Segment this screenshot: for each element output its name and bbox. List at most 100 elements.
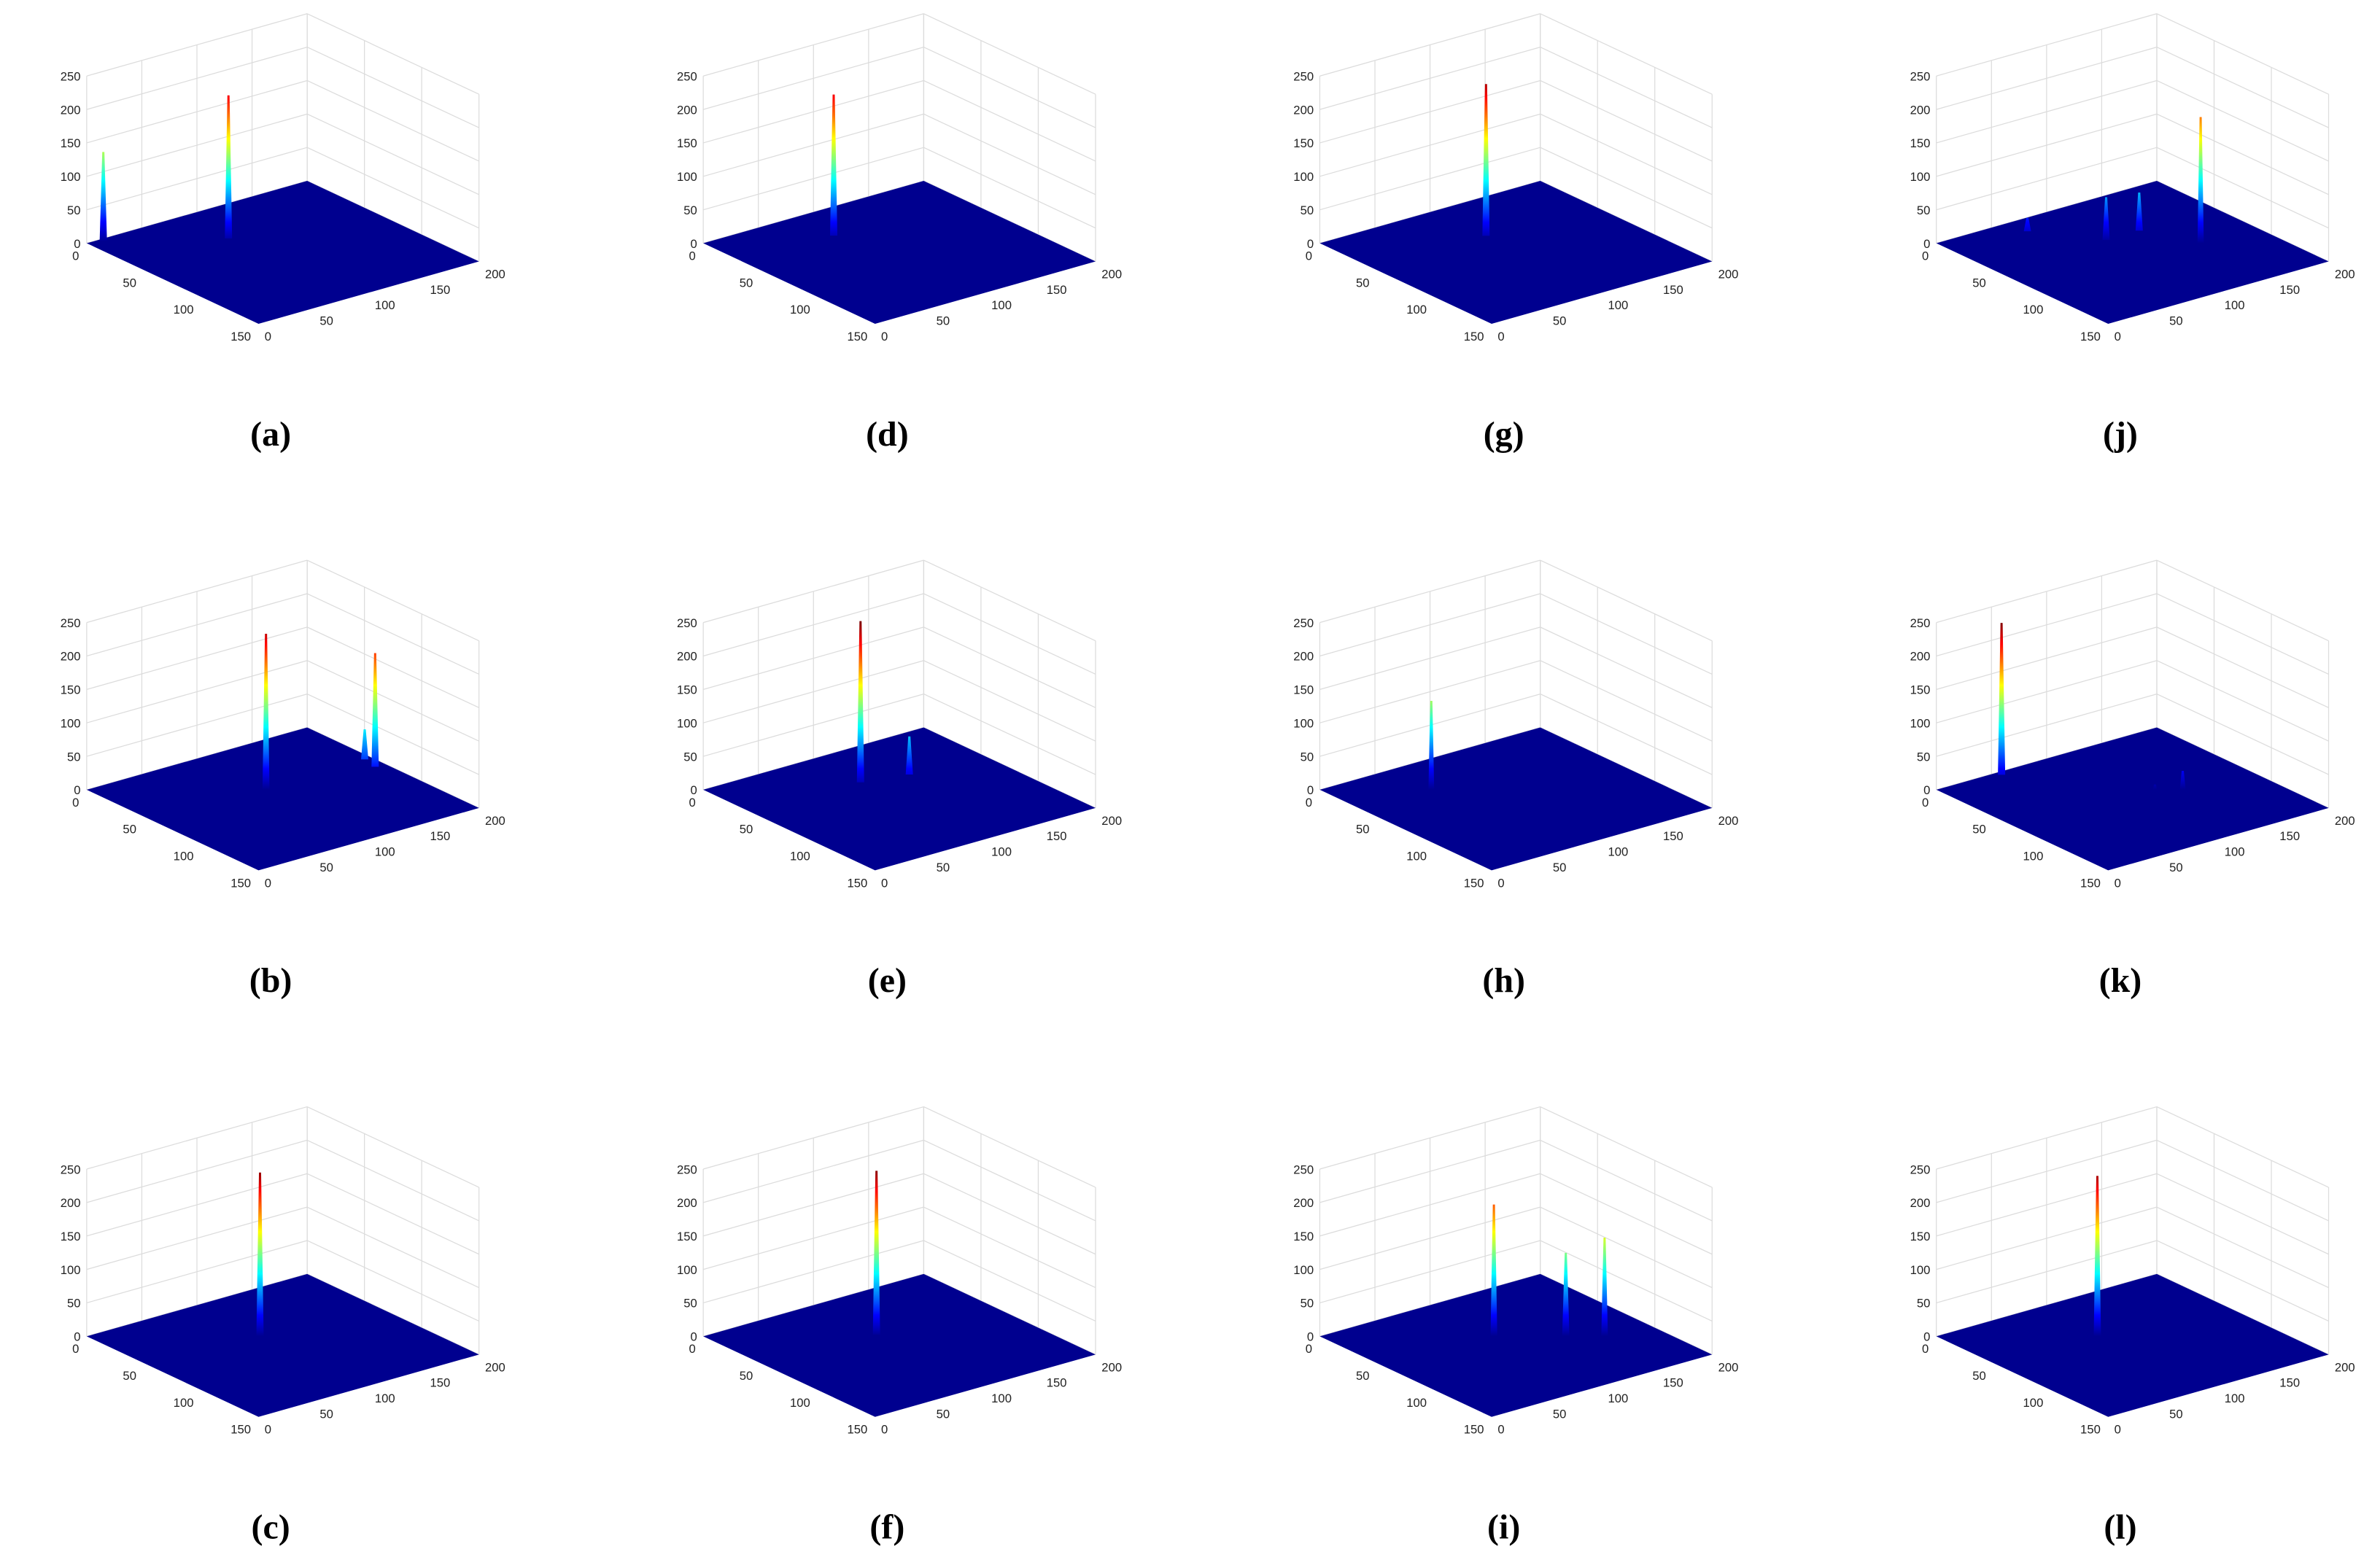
panel-caption: (b) bbox=[249, 961, 292, 1000]
z-tick-label: 100 bbox=[677, 1263, 697, 1277]
y-tick-label: 150 bbox=[1663, 283, 1683, 297]
z-grid-line bbox=[306, 147, 479, 229]
peak bbox=[2164, 1336, 2172, 1382]
y-tick-label: 150 bbox=[430, 1376, 450, 1390]
z-tick-label: 50 bbox=[1301, 750, 1314, 764]
y-tick-label: 100 bbox=[991, 1392, 1012, 1405]
z-tick-label: 250 bbox=[61, 1163, 81, 1176]
z-tick-label: 50 bbox=[683, 1297, 697, 1311]
x-tick-label: 50 bbox=[740, 823, 753, 837]
x-tick-label: 150 bbox=[847, 1423, 867, 1437]
z-tick-label: 100 bbox=[61, 716, 81, 730]
panel-caption: (c) bbox=[251, 1508, 290, 1547]
panel-caption: (i) bbox=[1487, 1508, 1520, 1547]
z-tick-label: 0 bbox=[74, 783, 80, 797]
z-tick-label: 100 bbox=[1293, 1263, 1314, 1277]
peak bbox=[371, 653, 379, 767]
y-tick-label: 50 bbox=[319, 314, 333, 328]
y-tick-label: 0 bbox=[1497, 1423, 1504, 1437]
y-tick-label: 0 bbox=[1497, 876, 1504, 890]
z-tick-label: 200 bbox=[1910, 1196, 1931, 1210]
peak bbox=[829, 94, 837, 236]
peak bbox=[1600, 1238, 1608, 1351]
y-tick-label: 100 bbox=[2225, 1392, 2245, 1405]
panel-caption: (l) bbox=[2104, 1508, 2136, 1547]
y-tick-label: 150 bbox=[1663, 1376, 1683, 1390]
z-grid-line bbox=[2156, 47, 2329, 128]
surface-floor bbox=[703, 727, 1096, 871]
z-grid-line bbox=[1540, 559, 1713, 642]
z-tick-label: 200 bbox=[1910, 650, 1931, 664]
z-tick-label: 0 bbox=[1307, 1330, 1314, 1344]
surface-plot: 0 50 100 150 200 250 0 50 100 150 200 0 50 100 150 (k) bbox=[1910, 559, 2355, 1000]
y-tick-label: 50 bbox=[319, 1407, 333, 1421]
z-tick-label: 100 bbox=[1293, 716, 1314, 730]
x-tick-label: 150 bbox=[847, 876, 867, 890]
z-tick-label: 250 bbox=[677, 1163, 697, 1176]
z-tick-label: 100 bbox=[61, 1263, 81, 1277]
z-grid-line bbox=[306, 47, 479, 128]
z-grid-line bbox=[923, 1240, 1096, 1322]
x-tick-label: 100 bbox=[790, 303, 810, 317]
peak bbox=[361, 729, 369, 760]
y-tick-label: 0 bbox=[881, 1423, 888, 1437]
x-tick-label: 0 bbox=[72, 796, 79, 810]
peak bbox=[1562, 1252, 1570, 1337]
z-grid-line bbox=[306, 79, 479, 162]
peak bbox=[2093, 1176, 2101, 1337]
z-tick-label: 0 bbox=[1923, 1330, 1930, 1344]
y-tick-label: 200 bbox=[2335, 267, 2355, 281]
z-grid-line bbox=[1540, 694, 1713, 775]
x-tick-label: 0 bbox=[689, 249, 695, 263]
surface-floor bbox=[86, 1273, 479, 1417]
y-tick-label: 100 bbox=[991, 298, 1012, 312]
surface-plot: 0 50 100 150 200 250 0 50 100 150 200 0 50 100 150 (h) bbox=[1293, 559, 1739, 1000]
panel-caption: (f) bbox=[869, 1508, 904, 1547]
z-grid-line bbox=[923, 147, 1096, 229]
y-tick-label: 0 bbox=[881, 330, 888, 344]
y-tick-label: 200 bbox=[2335, 1360, 2355, 1374]
z-grid-line bbox=[1540, 660, 1713, 742]
z-tick-label: 200 bbox=[677, 103, 697, 117]
surface-floor bbox=[86, 181, 479, 325]
z-tick-label: 250 bbox=[61, 616, 81, 630]
x-tick-label: 100 bbox=[1406, 1396, 1427, 1410]
peak bbox=[905, 736, 913, 775]
x-tick-label: 150 bbox=[2080, 1423, 2101, 1437]
z-grid-line bbox=[306, 113, 479, 195]
z-grid-line bbox=[2156, 13, 2329, 95]
x-tick-label: 100 bbox=[790, 850, 810, 863]
z-tick-label: 100 bbox=[1910, 716, 1931, 730]
peak bbox=[225, 95, 233, 238]
z-tick-label: 150 bbox=[61, 1230, 81, 1243]
z-grid-line bbox=[1540, 1106, 1713, 1188]
z-grid-line bbox=[2156, 559, 2329, 642]
surface-floor bbox=[703, 181, 1096, 325]
x-tick-label: 50 bbox=[1356, 823, 1370, 837]
z-grid-line bbox=[1540, 626, 1713, 708]
y-tick-label: 150 bbox=[1047, 1376, 1067, 1390]
surface-plot: 0 50 100 150 200 250 0 50 100 150 200 0 50 100 150 (j) bbox=[1910, 13, 2355, 454]
z-tick-label: 200 bbox=[1910, 103, 1931, 117]
x-tick-label: 50 bbox=[123, 823, 136, 837]
z-grid-line bbox=[1540, 13, 1713, 95]
y-tick-label: 200 bbox=[485, 814, 505, 828]
y-tick-label: 200 bbox=[1718, 814, 1739, 828]
z-grid-line bbox=[2156, 1139, 2329, 1222]
x-tick-label: 150 bbox=[2080, 330, 2101, 344]
y-tick-label: 100 bbox=[1608, 1392, 1628, 1405]
z-grid-line bbox=[923, 47, 1096, 128]
peak bbox=[1998, 623, 2006, 775]
surface-plot: 0 50 100 150 200 250 0 50 100 150 200 0 50 100 150 (d) bbox=[677, 13, 1122, 454]
z-tick-label: 250 bbox=[677, 616, 697, 630]
surface-floor bbox=[86, 727, 479, 871]
z-tick-label: 50 bbox=[1917, 1297, 1931, 1311]
y-tick-label: 50 bbox=[2169, 1407, 2183, 1421]
x-tick-label: 0 bbox=[72, 1342, 79, 1356]
y-tick-label: 0 bbox=[2115, 330, 2121, 344]
surface-floor bbox=[1319, 1273, 1713, 1417]
y-tick-label: 0 bbox=[265, 1423, 271, 1437]
surface-plot: 0 50 100 150 200 250 0 50 100 150 200 0 50 100 150 (l) bbox=[1910, 1106, 2355, 1547]
x-tick-label: 100 bbox=[174, 303, 194, 317]
y-tick-label: 200 bbox=[485, 1360, 505, 1374]
